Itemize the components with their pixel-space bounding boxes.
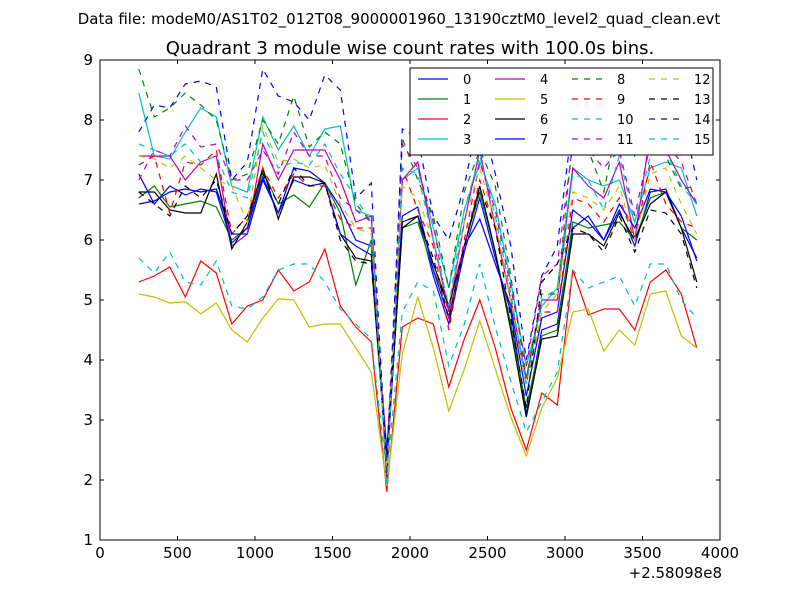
series-line-4 [138,130,698,481]
legend-label-4: 4 [540,73,548,88]
series-line-10 [138,250,698,475]
chart-title: Quadrant 3 module wise count rates with … [166,38,655,59]
y-tick-label: 5 [83,291,93,309]
series-line-13 [138,166,698,457]
y-tick-label: 3 [83,411,93,429]
legend-label-12: 12 [694,73,711,88]
x-tick-label: 0 [95,544,105,562]
x-tick-label: 1000 [236,544,274,562]
legend-label-0: 0 [463,73,471,88]
ticks-layer: 0 500 1000 1500 2000 2500 3000 3500 400012345678… [83,51,739,562]
legend-label-13: 13 [694,93,711,108]
legend-label-15: 15 [694,133,711,148]
series-line-5 [138,290,698,487]
y-tick-label: 6 [83,231,93,249]
series-layer [138,67,698,493]
series-line-12 [138,123,698,469]
legend-label-2: 2 [463,113,471,128]
x-tick-label: 2500 [468,544,506,562]
y-tick-label: 8 [83,111,93,129]
x-tick-label: 2000 [391,544,429,562]
y-tick-label: 4 [83,351,93,369]
series-line-1 [138,169,698,463]
series-line-7 [138,167,698,451]
plot-area: 0 500 1000 1500 2000 2500 3000 3500 400012345678… [83,51,739,562]
x-axis-offset-label: +2.58098e8 [629,564,722,582]
x-tick-label: 3500 [623,544,661,562]
legend-label-9: 9 [617,93,625,108]
x-tick-label: 500 [163,544,192,562]
legend-label-11: 11 [617,133,634,148]
y-tick-label: 2 [83,471,93,489]
y-tick-label: 7 [83,171,93,189]
legend-label-14: 14 [694,113,711,128]
legend-label-5: 5 [540,93,548,108]
y-tick-label: 1 [83,531,93,549]
x-tick-label: 1500 [313,544,351,562]
legend-label-1: 1 [463,93,471,108]
legend-label-10: 10 [617,113,634,128]
x-tick-label: 3000 [546,544,584,562]
legend-label-8: 8 [617,73,625,88]
series-line-6 [138,165,698,463]
series-line-2 [138,247,698,493]
legend-label-7: 7 [540,133,548,148]
legend-label-3: 3 [463,133,471,148]
legend-label-6: 6 [540,113,548,128]
y-tick-label: 9 [83,51,93,69]
x-tick-label: 4000 [701,544,739,562]
series-line-8 [138,68,697,475]
legend-box [409,67,714,156]
series-line-15 [138,130,698,487]
figure-suptitle: Data file: modeM0/AS1T02_012T08_90000019… [78,10,721,29]
